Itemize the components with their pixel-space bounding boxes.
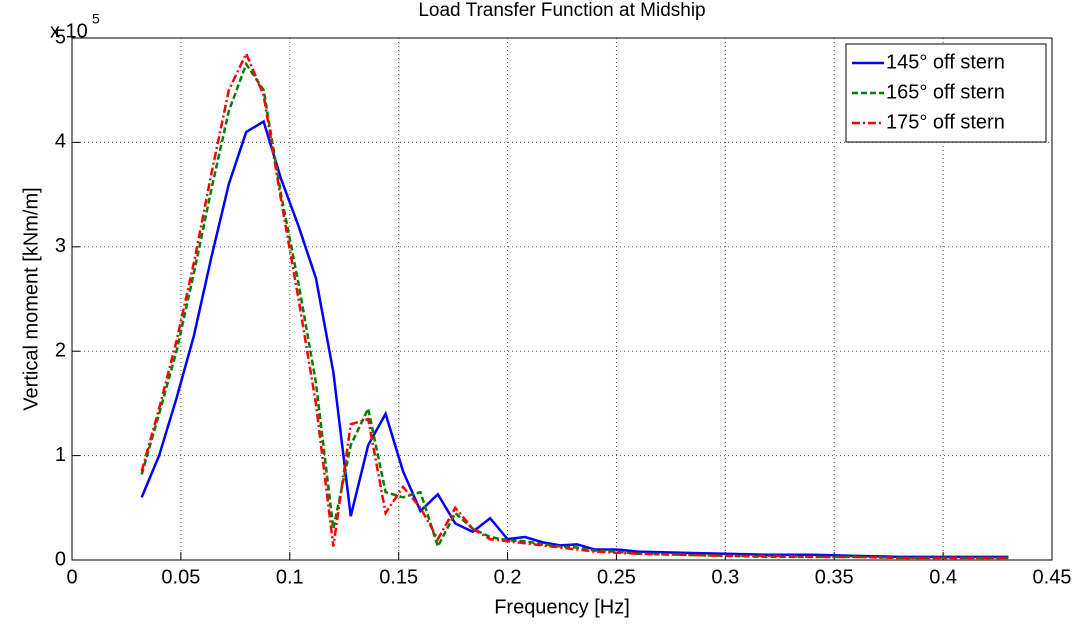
data-line	[140, 50, 1009, 560]
x-tick-label: 0.05	[161, 566, 200, 588]
legend-label: 175° off stern	[886, 111, 1005, 133]
y-tick-label: 5	[55, 26, 66, 48]
x-tick-label: 0.35	[815, 566, 854, 588]
data-line	[140, 119, 1009, 559]
y-tick-label: 1	[55, 444, 66, 466]
y-tick-label: 4	[55, 131, 66, 153]
x-tick-label: 0.4	[929, 566, 957, 588]
chart-title: Load Transfer Function at Midship	[418, 0, 705, 21]
x-tick-label: 0.1	[276, 566, 304, 588]
y-tick-label: 0	[55, 548, 66, 570]
y-tick-label: 3	[55, 235, 66, 257]
y-scale-label: x 10	[50, 20, 88, 42]
x-axis-label: Frequency [Hz]	[494, 596, 630, 618]
plot-frame	[71, 37, 1053, 561]
x-tick-label: 0.25	[597, 566, 636, 588]
x-tick-label: 0.15	[379, 566, 418, 588]
x-tick-label: 0.2	[494, 566, 522, 588]
y-tick-label: 2	[55, 339, 66, 361]
legend-label: 165° off stern	[886, 81, 1005, 103]
legend-label: 145° off stern	[886, 51, 1005, 73]
x-tick-label: 0.3	[711, 566, 739, 588]
data-line	[140, 61, 1009, 560]
x-tick-label: 0	[66, 566, 77, 588]
y-scale-exponent: 5	[92, 11, 100, 27]
y-axis-label: Vertical moment [kNm/m]	[20, 187, 42, 410]
x-tick-label: 0.45	[1033, 566, 1072, 588]
